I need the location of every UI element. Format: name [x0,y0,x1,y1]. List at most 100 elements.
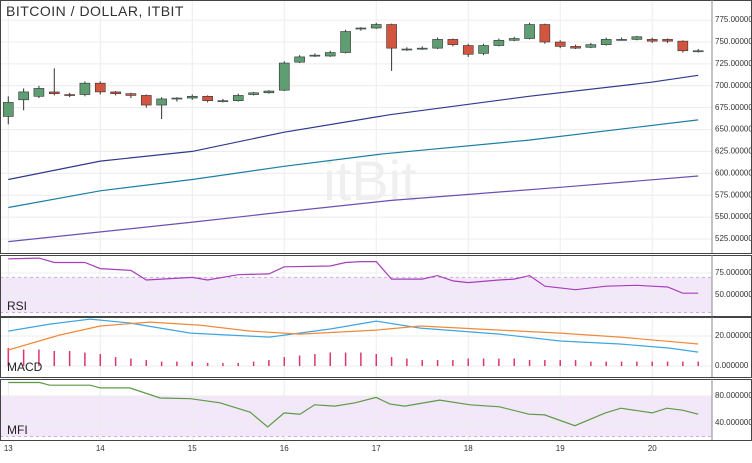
candle-body [478,45,489,54]
candle-body [171,97,183,100]
y-tick-label: 750.000000 [715,37,752,46]
histogram-bar [651,361,653,367]
series-line [8,381,699,428]
panel-label: RSI [7,299,27,313]
candle-body [616,39,627,41]
histogram-bar [605,361,607,367]
x-tick-label: 19 [556,444,565,453]
candle-body [370,24,382,29]
histogram-bar [682,361,684,367]
candle-body [232,95,244,101]
histogram-bar [7,348,10,367]
y-tick-label: 650.000000 [715,125,752,134]
candle-body [493,39,505,46]
x-tick-label: 14 [96,444,105,453]
histogram-bar [528,360,531,367]
candle-body [79,82,91,95]
histogram-bar [574,360,577,367]
candle-body [156,98,167,106]
histogram-bar [544,360,546,367]
histogram-bar [298,355,301,367]
x-tick-label: 17 [372,444,381,453]
candle-body [248,92,259,95]
candle-body [631,36,643,40]
histogram-bar [252,361,255,367]
y-tick-label: 725.000000 [715,59,752,68]
y-tick-label: 550.000000 [715,212,752,221]
candle-body [355,27,367,30]
candle-body [64,94,75,96]
series-line [8,74,699,181]
y-tick-label: 775.000000 [715,15,752,24]
y-tick-label: 0.000000 [715,361,749,370]
histogram-bar [620,361,623,367]
histogram-bar [84,352,86,367]
histogram-bar [436,360,439,367]
histogram-bar [452,360,454,367]
y-tick-label: 600.000000 [715,168,752,177]
candle-body [646,39,658,42]
histogram-bar [559,360,561,367]
y-tick-label: 75.000000 [715,268,752,277]
histogram-bar [114,357,117,367]
histogram-bar [22,349,25,367]
candle-body [554,41,566,47]
y-tick-label: 575.000000 [715,190,752,199]
histogram-bar [697,361,699,367]
histogram-bar [53,351,56,367]
candle-body [217,100,229,102]
y-tick-label: 625.000000 [715,147,752,156]
histogram-bar [222,363,224,367]
series-line [8,257,699,294]
candle-body [462,45,474,55]
candle-body [692,50,704,53]
candle-body [294,56,305,63]
histogram-bar [314,354,316,367]
panel-label: MACD [7,360,43,374]
candle-body [585,44,597,48]
histogram-bar [513,358,515,367]
histogram-bar [145,360,148,367]
y-tick-label: 40.000000 [715,418,752,427]
histogram-bar [237,363,240,367]
y-tick-label: 675.000000 [715,103,752,112]
candle-body [48,91,60,94]
histogram-bar [176,361,178,367]
candle-body [18,91,29,101]
candle-body [570,46,581,49]
panel: itBit [0,0,712,253]
candle-body [309,54,321,57]
histogram-bar [482,358,485,367]
candle-body [125,93,137,96]
candle-body [524,24,535,39]
candle-body [94,82,106,93]
histogram-bar [268,360,270,367]
histogram-bar [283,357,285,367]
candle-body [202,95,213,101]
candle-body [386,24,397,49]
histogram-bar [329,352,331,367]
candle-body [416,47,428,50]
histogram-bar [666,361,669,367]
y-tick-label: 700.000000 [715,81,752,90]
histogram-bar [344,352,347,367]
x-tick-label: 13 [4,444,13,453]
histogram-bar [99,354,102,367]
candle-body [33,88,45,97]
panel-label: MFI [7,423,28,437]
y-tick-label: 50.000000 [715,290,752,299]
histogram-bar [421,360,423,367]
candle-body [324,52,336,57]
series-line [8,119,699,209]
histogram-bar [191,361,194,367]
x-tick-label: 20 [648,444,657,453]
histogram-bar [498,358,500,367]
y-tick-label: 80.000000 [715,391,752,400]
histogram-bar [406,358,408,367]
candle-body [186,95,198,99]
series-line [8,175,699,243]
histogram-bar [467,358,469,367]
y-tick-label: 20.000000 [715,331,752,340]
histogram-bar [130,358,132,367]
